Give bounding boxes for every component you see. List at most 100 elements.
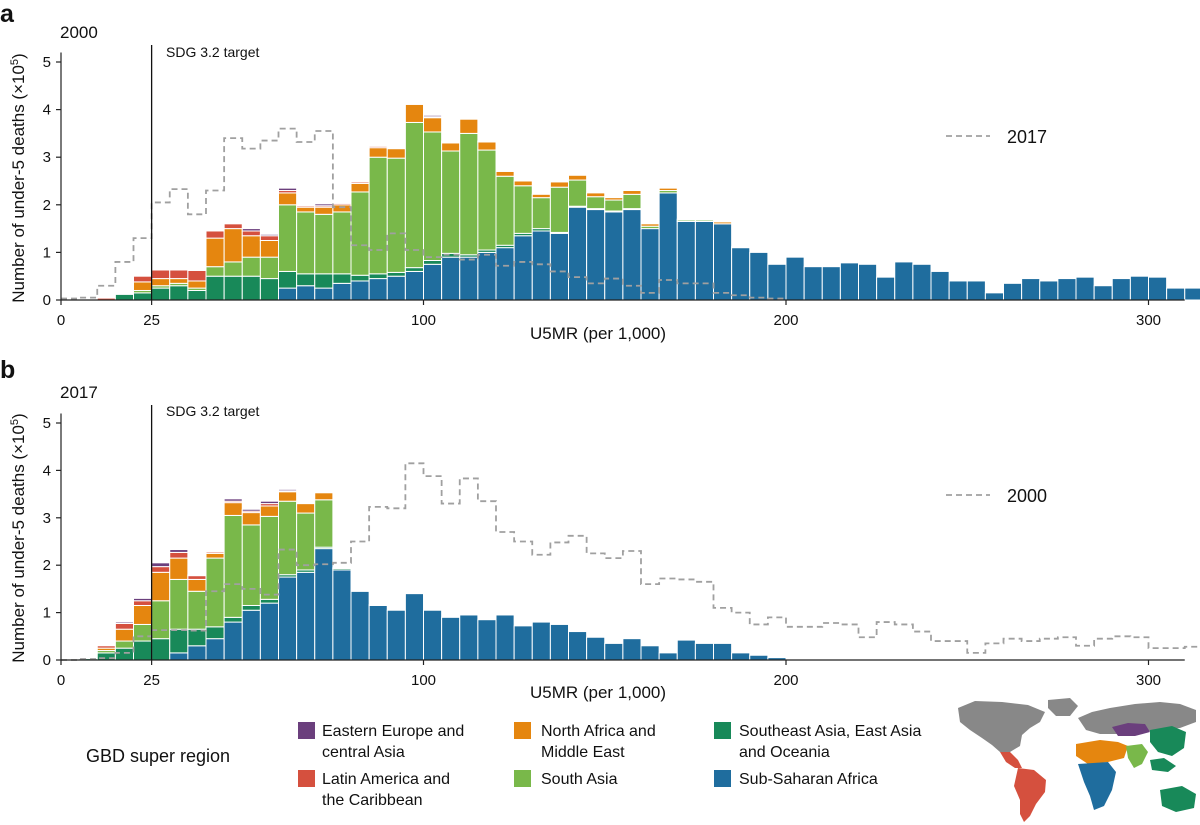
panel-b-bar-sa (296, 512, 316, 571)
panel-b-bar-lac (96, 645, 116, 649)
panel-a-bar-sa (259, 256, 280, 280)
panel-b-y-tick-label: 0 (43, 652, 51, 669)
panel-b-bar-seao (259, 598, 280, 604)
panel-a-bar-name (658, 187, 678, 192)
panel-a-bar-lac (151, 269, 171, 280)
panel-a-bar-sa (423, 131, 443, 261)
panel-a-bar-name (151, 278, 171, 287)
panel-a-bar-name (531, 193, 551, 199)
panel-b-bar-ssa (658, 652, 678, 661)
panel-b-bar-seao (114, 647, 135, 661)
panel-b-bar-eeca (205, 550, 225, 553)
panel-a-bar-sa (223, 261, 243, 277)
panel-b-bar-seao (169, 628, 189, 654)
panel-b-x-tick-label: 0 (57, 672, 65, 689)
panel-a-bar-ssa (749, 251, 769, 301)
panel-a-bar-ssa (332, 282, 352, 301)
panel-b-bar-ssa (568, 631, 588, 661)
panel-a-bar-name (368, 147, 388, 158)
panel-a-x-tick-label: 100 (411, 312, 436, 329)
panel-a-bar-seao (332, 273, 352, 284)
panel-a-bar-ssa (1021, 278, 1041, 301)
panel-a-y-tick-label: 0 (43, 292, 51, 309)
panel-b-bar-ssa (622, 638, 642, 661)
panel-b-x-tick-label: 200 (773, 672, 798, 689)
panel-a-bar-name (278, 192, 298, 206)
panel-a-bar-ssa (1184, 287, 1200, 301)
panel-a-bar-sa (296, 211, 316, 275)
panel-a-bar-ssa (767, 263, 787, 301)
panel-b-bar-eeca (296, 502, 316, 505)
panel-b-bar-eeca (169, 549, 189, 553)
panel-b-x-tick-label: 300 (1136, 672, 1161, 689)
panel-b-bar-sa (114, 640, 135, 649)
legend-swatch-name (514, 722, 531, 739)
legend-swatch-lac (298, 770, 315, 787)
panel-b-bar-name (151, 571, 171, 602)
panel-a-bar-eeca (241, 228, 261, 232)
panel-b-bar-ssa (187, 645, 207, 661)
panel-b-bar-name (259, 505, 280, 517)
panel-b-bar-lac (114, 623, 135, 630)
panel-b-bar-sa (241, 524, 261, 606)
panel-b-bar-ssa (259, 602, 280, 661)
panel-a-bar-ssa (495, 247, 515, 301)
panel-a-bar-ssa (386, 275, 406, 301)
panel-a-bar-ssa (839, 262, 860, 301)
panel-a-bar-eeca (404, 101, 425, 104)
panel-a-bar-ssa (821, 266, 841, 301)
panel-a-bar-ssa (1057, 278, 1077, 301)
panel-a-bar-lac (133, 275, 153, 283)
panel-b-year-label: 2017 (60, 383, 98, 402)
panel-b-bar-sa (205, 557, 225, 628)
panel-b-bar-ssa (332, 569, 352, 661)
panel-a-bar-name (169, 278, 189, 284)
panel-a-bar-name (259, 240, 280, 258)
panel-a-bar-sa (568, 179, 588, 207)
panel-b-bar-seao (133, 640, 153, 661)
panel-a-bar-eeca (423, 114, 443, 118)
panel-a-bar-seao (241, 275, 261, 301)
panel-a-bar-seao (296, 273, 316, 287)
panel-a-x-tick-label: 25 (143, 312, 160, 329)
legend-swatch-eeca (298, 722, 315, 739)
panel-a-bar-eeca (278, 187, 298, 192)
panel-b-step-line (61, 462, 1200, 661)
panel-a-bar-sa (205, 266, 225, 277)
panel-a-bar-seao (368, 273, 388, 280)
panel-b-bar-ssa (296, 571, 316, 661)
panel-b-bar-name (187, 578, 207, 592)
panel-a-bar-eeca (386, 146, 406, 149)
panel-b-inline-legend: 2000 (946, 486, 1047, 506)
panel-a-bar-ssa (694, 220, 715, 301)
panel-b-bar-ssa (350, 590, 370, 661)
panel-b-bar-ssa (495, 614, 515, 661)
panel-a-bar-name (568, 174, 588, 181)
panel-b-bar-ssa (549, 623, 570, 661)
panel-a-bar-ssa (568, 206, 588, 301)
panel-a-step-legend-label: 2017 (1007, 127, 1047, 147)
panel-a-step-series (61, 127, 786, 300)
panel-a-bar-ssa (894, 261, 914, 301)
panel-b-bar-sa (169, 578, 189, 630)
panel-a-bar-sa (622, 193, 642, 210)
panel-a-bars (78, 101, 1200, 301)
panel-a-bar-ssa (531, 230, 551, 301)
panel-a-bar-name (477, 141, 497, 151)
panel-a-bar-name (495, 170, 515, 177)
panel-b-y-tick-label: 2 (43, 557, 51, 574)
panel-a-bar-name (586, 192, 606, 198)
world-map-icon (958, 698, 1196, 822)
panel-b-bar-seao (205, 626, 225, 640)
panel-a-bar-name (187, 280, 207, 289)
panel-a-bar-ssa (296, 285, 316, 301)
legend-label-eeca-l2: central Asia (322, 744, 405, 761)
panel-a-bar-name (296, 206, 316, 213)
panel-a-bar-ssa (423, 263, 443, 301)
panel-b-bar-ssa (278, 576, 298, 661)
panel-a-bar-ssa (930, 270, 950, 301)
panel-letter-a: a (0, 0, 15, 28)
panel-b-bar-lac (133, 600, 153, 606)
panel-b-bar-eeca (187, 574, 207, 577)
